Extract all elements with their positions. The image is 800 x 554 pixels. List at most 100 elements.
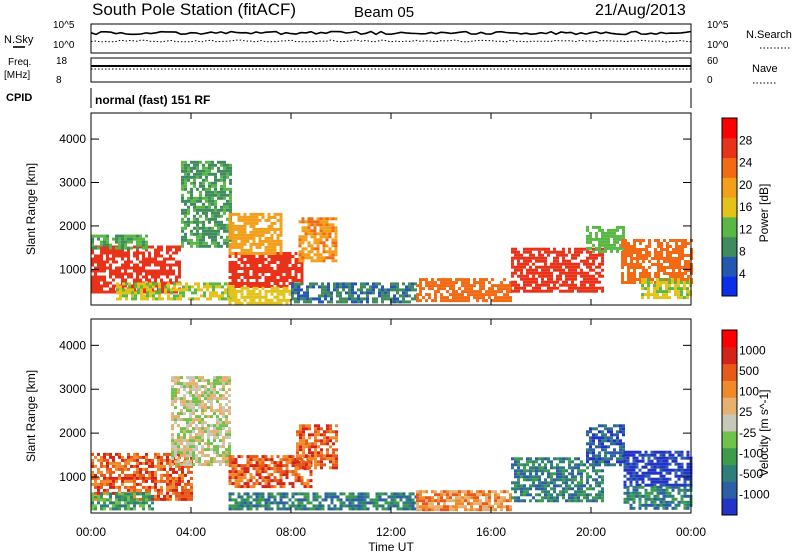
data-cell <box>630 254 633 257</box>
data-cell <box>220 187 223 191</box>
data-cell <box>124 461 127 465</box>
data-cell <box>207 439 210 443</box>
data-cell <box>297 288 300 292</box>
data-cell <box>246 482 250 486</box>
data-cell <box>180 397 183 401</box>
data-cell <box>538 283 541 287</box>
data-cell <box>399 288 402 292</box>
data-cell <box>118 266 121 270</box>
data-cell <box>577 457 580 461</box>
data-cell <box>198 418 201 422</box>
data-cell <box>160 260 163 264</box>
data-cell <box>298 238 302 242</box>
data-cell <box>517 289 520 293</box>
data-cell <box>669 257 672 260</box>
data-cell <box>396 282 399 286</box>
data-cell <box>321 504 325 508</box>
data-cell <box>544 283 547 287</box>
data-cell <box>541 490 544 494</box>
data-cell <box>180 385 183 389</box>
data-cell <box>202 169 205 173</box>
data-cell <box>223 166 226 170</box>
data-cell <box>228 482 232 486</box>
data-cell <box>121 498 124 502</box>
data-cell <box>261 485 265 489</box>
data-cell <box>577 262 580 266</box>
data-cell <box>97 495 100 499</box>
data-cell <box>335 460 338 464</box>
data-cell <box>231 245 235 249</box>
data-cell <box>249 461 253 465</box>
data-cell <box>369 285 372 289</box>
data-cell <box>237 236 241 240</box>
data-cell <box>192 448 195 452</box>
data-cell <box>506 284 509 288</box>
data-cell <box>179 282 182 286</box>
data-cell <box>174 415 177 419</box>
data-cell <box>319 253 323 257</box>
data-cell <box>329 457 332 461</box>
data-cell <box>176 282 179 286</box>
data-cell <box>402 507 406 511</box>
data-cell <box>320 448 323 452</box>
data-cell <box>300 501 304 505</box>
data-cell <box>151 473 154 477</box>
data-cell <box>243 261 247 264</box>
data-cell <box>648 242 651 245</box>
data-cell <box>219 427 222 431</box>
data-cell <box>656 296 659 300</box>
data-cell <box>116 285 119 289</box>
data-cell <box>598 225 601 229</box>
data-cell <box>220 169 223 173</box>
data-cell <box>228 289 232 293</box>
data-cell <box>366 288 369 292</box>
data-cell <box>115 272 118 276</box>
data-cell <box>261 504 265 508</box>
data-cell <box>255 461 259 465</box>
data-cell <box>190 488 193 492</box>
data-cell <box>124 504 127 508</box>
data-cell <box>112 284 115 288</box>
data-cell <box>302 460 305 464</box>
data-cell <box>121 458 124 462</box>
data-cell <box>216 421 219 425</box>
data-cell <box>503 490 506 494</box>
data-cell <box>601 487 604 491</box>
data-cell <box>273 479 277 483</box>
data-cell <box>231 239 235 243</box>
data-cell <box>219 376 222 380</box>
data-cell <box>121 272 124 276</box>
data-cell <box>125 297 128 301</box>
data-cell <box>145 240 148 244</box>
data-cell <box>213 376 216 380</box>
data-cell <box>639 239 642 242</box>
data-cell <box>299 454 302 458</box>
data-cell <box>237 298 241 302</box>
data-cell <box>145 498 148 502</box>
data-cell <box>369 498 373 502</box>
data-cell <box>249 298 253 302</box>
data-cell <box>240 286 244 290</box>
data-cell <box>225 451 228 455</box>
data-region <box>116 282 236 301</box>
data-cell <box>485 505 488 509</box>
data-cell <box>136 237 139 241</box>
data-cell <box>610 234 613 238</box>
data-cell <box>315 282 318 286</box>
data-cell <box>663 260 666 263</box>
data-cell <box>186 445 189 449</box>
data-cell <box>678 254 681 257</box>
data-cell <box>473 296 476 300</box>
data-cell <box>514 475 517 479</box>
data-cell <box>100 479 103 483</box>
data-cell <box>118 507 121 511</box>
data-cell <box>187 169 190 173</box>
data-cell <box>580 469 583 473</box>
data-cell <box>309 501 313 505</box>
data-cell <box>476 299 479 303</box>
data-cell <box>598 463 601 467</box>
data-cell <box>184 497 187 501</box>
data-cell <box>193 196 196 200</box>
data-cell <box>267 212 271 216</box>
